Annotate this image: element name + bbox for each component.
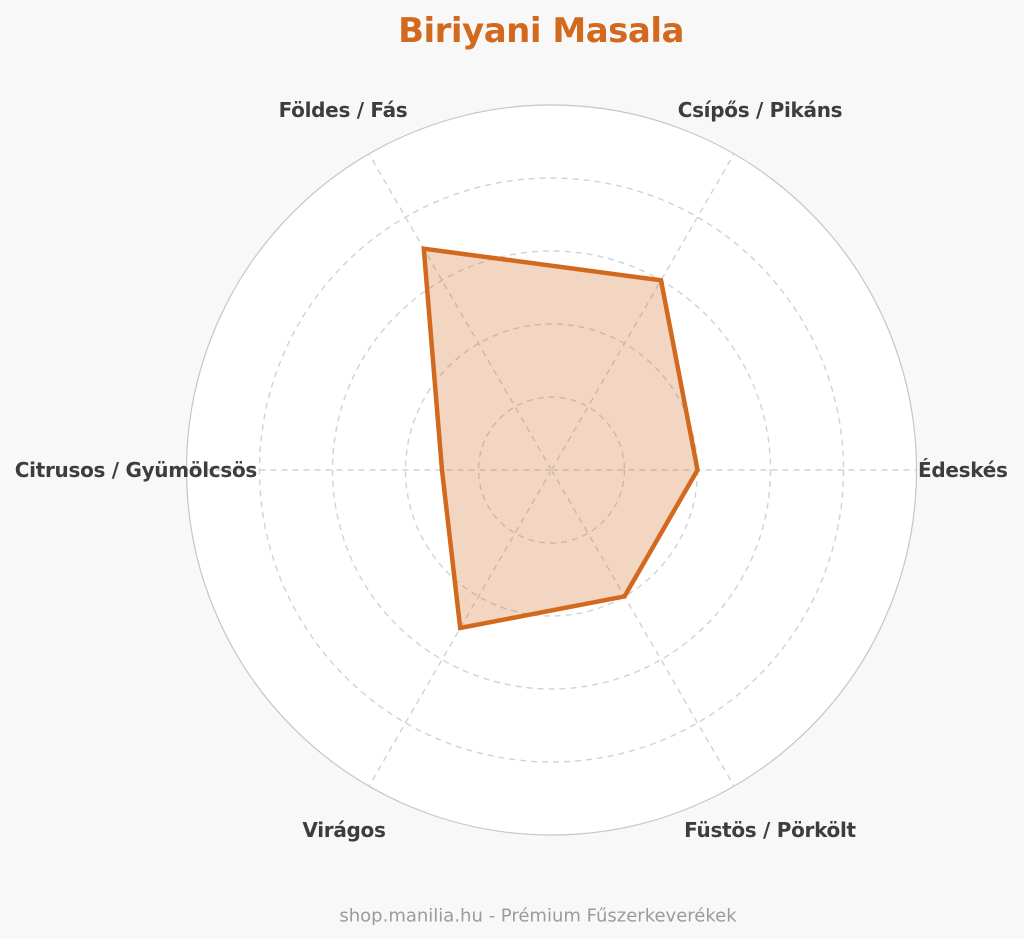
axis-label-foldes-fas: Földes / Fás — [278, 98, 408, 122]
radar-data-polygon — [421, 246, 700, 631]
radar-axis-line — [550, 153, 735, 471]
axis-label-viragos: Virágos — [302, 818, 386, 842]
radar-axis-line — [368, 153, 553, 471]
chart-title: Biriyani Masala — [398, 11, 684, 51]
radar-grid-ring — [477, 396, 626, 544]
radar-grid-ring — [331, 250, 772, 690]
axis-label-citrusos-gyumolcsos: Citrusos / Gyümölcsös — [14, 458, 258, 482]
axis-label-fustos-porkolt: Füstös / Pörkölt — [684, 818, 856, 842]
axis-label-edeskes: Édeskés — [918, 458, 1008, 482]
radar-axis-line — [368, 469, 553, 787]
radar-axis-line — [550, 469, 735, 787]
footer-branding: shop.manilia.hu - Prémium Fűszerkeveréke… — [339, 905, 737, 927]
axis-label-csipos-pikans: Csípős / Pikáns — [677, 98, 843, 122]
radar-center-dot — [549, 468, 554, 472]
